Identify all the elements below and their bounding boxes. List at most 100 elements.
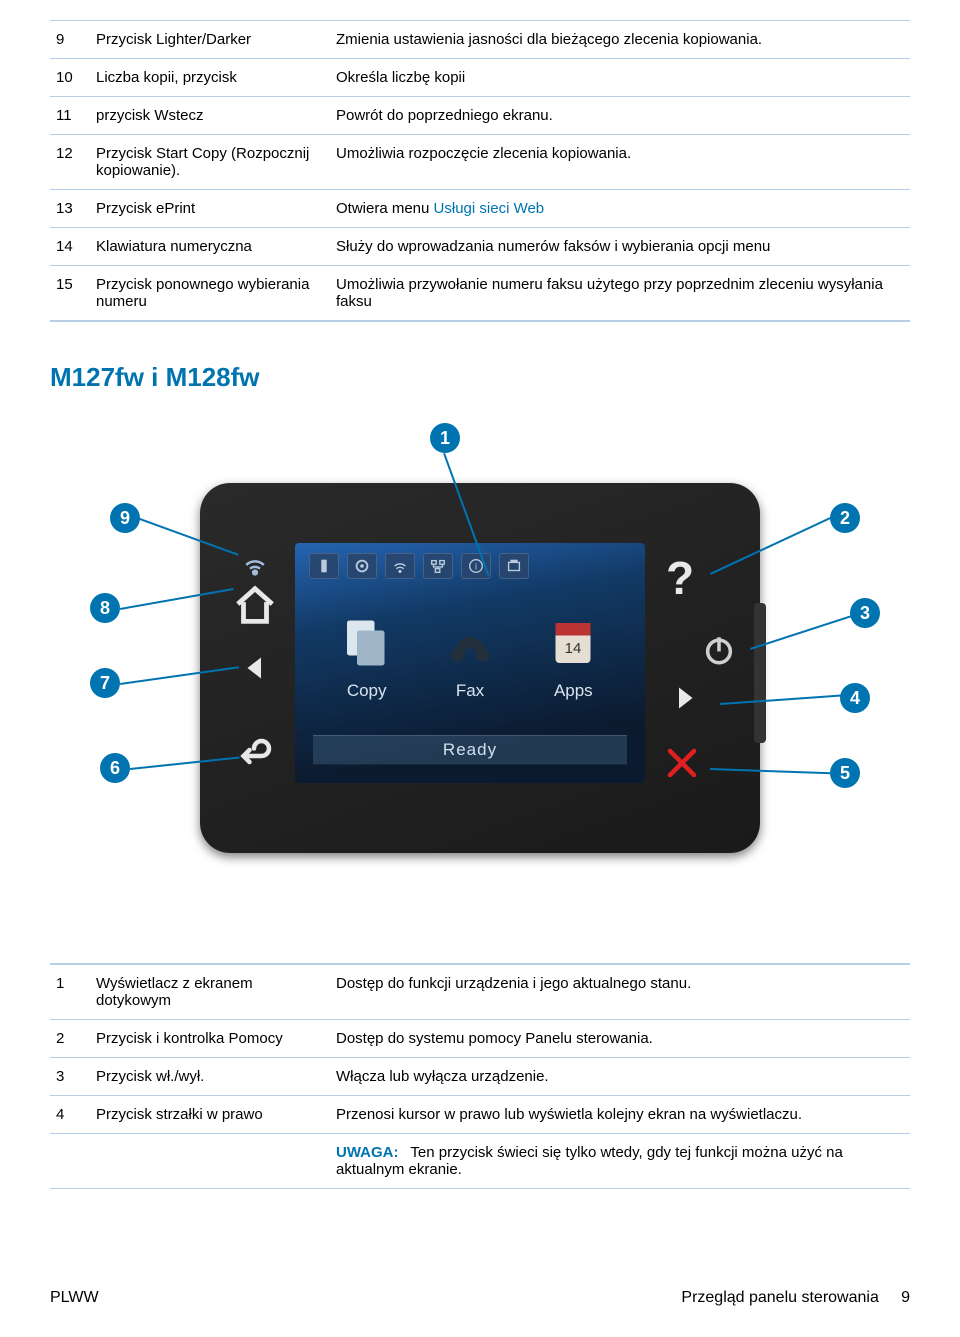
row-name: Przycisk ponownego wybierania numeru	[90, 266, 330, 322]
row-desc: Włącza lub wyłącza urządzenie.	[330, 1058, 910, 1096]
callout-3: 3	[850, 598, 880, 628]
footer-right-text: Przegląd panelu sterowania	[681, 1289, 878, 1306]
row-desc: Umożliwia rozpoczęcie zlecenia kopiowani…	[330, 135, 910, 190]
table-row: 14 Klawiatura numeryczna Służy do wprowa…	[50, 228, 910, 266]
footer-right: Przegląd panelu sterowania 9	[681, 1289, 910, 1307]
eprint-status-icon	[499, 553, 529, 579]
row-name: przycisk Wstecz	[90, 97, 330, 135]
row-num: 13	[50, 190, 90, 228]
app-apps[interactable]: 14 Apps	[543, 613, 603, 701]
callout-7: 7	[90, 668, 120, 698]
ready-bar: Ready	[313, 735, 627, 765]
callout-5: 5	[830, 758, 860, 788]
apps-icon: 14	[543, 613, 603, 673]
row-desc: Otwiera menu Usługi sieci Web	[330, 190, 910, 228]
right-arrow-icon	[670, 683, 700, 713]
lead-line	[750, 612, 860, 649]
row-num: 3	[50, 1058, 90, 1096]
svg-text:14: 14	[565, 640, 582, 657]
wireless-status-icon	[385, 553, 415, 579]
network-status-icon	[423, 553, 453, 579]
help-icon: ?	[660, 553, 700, 603]
callout-9: 9	[110, 503, 140, 533]
row-name: Przycisk Lighter/Darker	[90, 21, 330, 59]
wireless-led-icon	[240, 553, 270, 577]
row-num: 11	[50, 97, 90, 135]
row-desc-pre: Otwiera menu	[336, 200, 434, 217]
home-icon	[232, 583, 278, 629]
note-text: Ten przycisk świeci się tylko wtedy, gdy…	[336, 1144, 843, 1178]
app-row: Copy Fax 14 Apps	[295, 613, 645, 701]
row-desc: Określa liczbę kopii	[330, 59, 910, 97]
note-cell: UWAGA: Ten przycisk świeci się tylko wte…	[330, 1134, 910, 1189]
table-row: 1 Wyświetlacz z ekranem dotykowym Dostęp…	[50, 964, 910, 1020]
row-num: 14	[50, 228, 90, 266]
table-row: 2 Przycisk i kontrolka Pomocy Dostęp do …	[50, 1020, 910, 1058]
callout-4: 4	[840, 683, 870, 713]
row-desc: Dostęp do funkcji urządzenia i jego aktu…	[330, 964, 910, 1020]
status-bar: i	[303, 549, 637, 583]
ready-text: Ready	[443, 740, 497, 760]
table-row: 4 Przycisk strzałki w prawo Przenosi kur…	[50, 1096, 910, 1134]
left-arrow-icon	[240, 653, 270, 683]
row-desc: Powrót do poprzedniego ekranu.	[330, 97, 910, 135]
panel-edge	[754, 603, 766, 743]
back-icon	[236, 738, 272, 774]
control-panel-illustration: 9 8 7 6 1 2 3 4 5 ?	[70, 423, 890, 903]
row-num: 10	[50, 59, 90, 97]
footer-left: PLWW	[50, 1289, 99, 1307]
supplies-status-icon	[309, 553, 339, 579]
footer-page-number: 9	[901, 1289, 910, 1306]
row-num: 4	[50, 1096, 90, 1134]
fax-icon	[440, 613, 500, 673]
table-row: 12 Przycisk Start Copy (Rozpocznij kopio…	[50, 135, 910, 190]
row-num: 1	[50, 964, 90, 1020]
note-label: UWAGA:	[336, 1144, 407, 1161]
table-bottom: 1 Wyświetlacz z ekranem dotykowym Dostęp…	[50, 963, 910, 1189]
row-name: Przycisk ePrint	[90, 190, 330, 228]
touch-screen[interactable]: i Copy Fax 14	[295, 543, 645, 783]
table-row: 15 Przycisk ponownego wybierania numeru …	[50, 266, 910, 322]
svg-text:i: i	[475, 562, 477, 572]
section-heading: M127fw i M128fw	[50, 362, 910, 393]
row-name: Liczba kopii, przycisk	[90, 59, 330, 97]
callout-6: 6	[100, 753, 130, 783]
note-row: UWAGA: Ten przycisk świeci się tylko wte…	[50, 1134, 910, 1189]
callout-1: 1	[430, 423, 460, 453]
cancel-icon	[664, 745, 700, 781]
row-num: 12	[50, 135, 90, 190]
power-icon	[702, 633, 736, 667]
app-label: Fax	[456, 681, 484, 701]
table-row: 10 Liczba kopii, przycisk Określa liczbę…	[50, 59, 910, 97]
page-footer: PLWW Przegląd panelu sterowania 9	[50, 1289, 910, 1307]
table-row: 3 Przycisk wł./wył. Włącza lub wyłącza u…	[50, 1058, 910, 1096]
row-num: 2	[50, 1020, 90, 1058]
row-desc: Dostęp do systemu pomocy Panelu sterowan…	[330, 1020, 910, 1058]
table-top: 9 Przycisk Lighter/Darker Zmienia ustawi…	[50, 20, 910, 322]
panel-bezel: ? i Copy	[200, 483, 760, 853]
row-name: Przycisk wł./wył.	[90, 1058, 330, 1096]
settings-status-icon	[347, 553, 377, 579]
row-name: Klawiatura numeryczna	[90, 228, 330, 266]
app-copy[interactable]: Copy	[337, 613, 397, 701]
copy-icon	[337, 613, 397, 673]
callout-8: 8	[90, 593, 120, 623]
callout-2: 2	[830, 503, 860, 533]
table-row: 11 przycisk Wstecz Powrót do poprzednieg…	[50, 97, 910, 135]
row-desc: Umożliwia przywołanie numeru faksu użyte…	[330, 266, 910, 322]
row-name: Przycisk i kontrolka Pomocy	[90, 1020, 330, 1058]
table-row: 13 Przycisk ePrint Otwiera menu Usługi s…	[50, 190, 910, 228]
table-row: 9 Przycisk Lighter/Darker Zmienia ustawi…	[50, 21, 910, 59]
app-label: Apps	[554, 681, 593, 701]
app-fax[interactable]: Fax	[440, 613, 500, 701]
row-desc: Zmienia ustawienia jasności dla bieżąceg…	[330, 21, 910, 59]
row-name: Przycisk strzałki w prawo	[90, 1096, 330, 1134]
row-num: 15	[50, 266, 90, 322]
row-desc: Służy do wprowadzania numerów faksów i w…	[330, 228, 910, 266]
row-desc: Przenosi kursor w prawo lub wyświetla ko…	[330, 1096, 910, 1134]
web-services-link[interactable]: Usługi sieci Web	[434, 200, 545, 217]
row-num: 9	[50, 21, 90, 59]
row-name: Wyświetlacz z ekranem dotykowym	[90, 964, 330, 1020]
app-label: Copy	[347, 681, 387, 701]
row-name: Przycisk Start Copy (Rozpocznij kopiowan…	[90, 135, 330, 190]
